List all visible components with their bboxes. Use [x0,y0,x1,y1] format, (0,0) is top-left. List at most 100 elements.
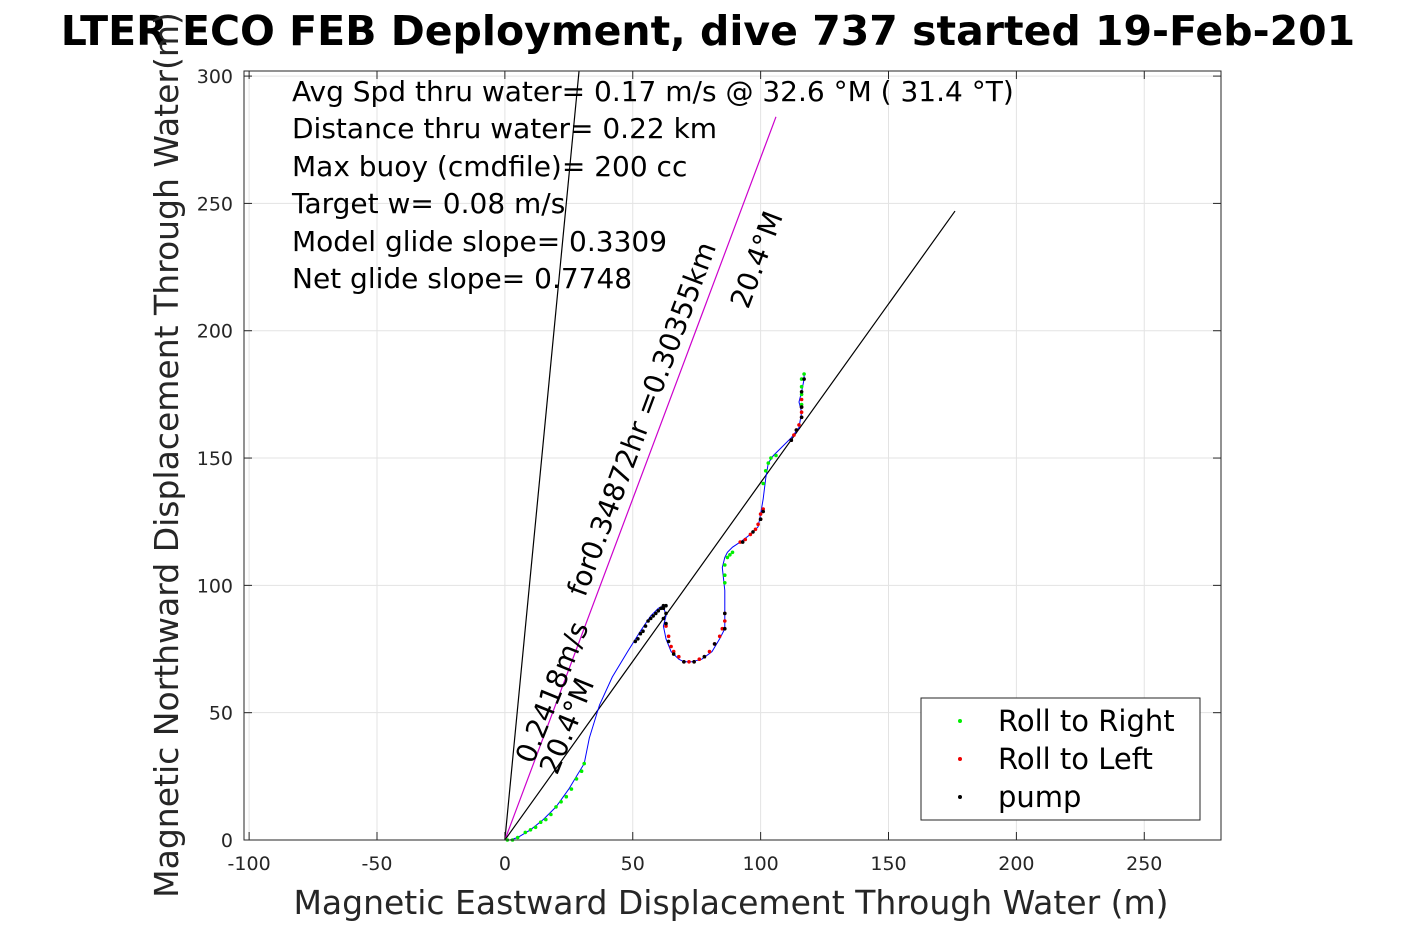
point-pump [641,629,645,633]
track-path [504,374,805,841]
point-pump [723,611,727,616]
point-pump [636,637,640,641]
point-roll-to-right [564,794,569,799]
point-roll-to-left [669,644,673,649]
steep-line [504,70,580,841]
point-roll-to-right [582,761,586,766]
x-tick-label: 250 [1126,853,1162,875]
point-roll-to-right [528,828,533,832]
point-roll-to-right [549,812,553,817]
point-pump [661,616,666,621]
point-pump [654,611,658,616]
point-pump [656,609,661,613]
point-roll-to-left [671,649,676,654]
info-line-distance: Distance thru water= 0.22 km [292,112,717,145]
point-pump [794,428,799,432]
point-roll-to-right [799,384,804,389]
y-tick-label: 250 [197,193,233,215]
point-pump [671,652,676,656]
legend-box [920,697,1201,821]
info-line-max-buoy: Max buoy (cmdfile)= 200 cc [292,150,687,183]
x-tick-label: 200 [998,853,1034,875]
point-roll-to-left [758,512,763,516]
point-roll-to-left [720,626,725,631]
x-tick-label: 0 [499,853,511,875]
y-tick-label: 0 [221,830,233,852]
point-roll-to-left [666,634,671,639]
point-pump [799,415,804,420]
point-pump [789,438,794,443]
point-roll-to-right [544,817,548,822]
point-roll-to-left [723,619,727,623]
point-pump [802,377,806,381]
data-points [505,372,806,842]
axis-ticks: -100 -50 0 50 100 150 200 250 0 50 100 150 200 250 300 [197,66,1221,875]
point-roll-to-right [763,469,768,473]
point-pump [661,606,666,611]
point-roll-to-left [664,624,668,628]
point-pump [646,619,650,623]
point-roll-to-right [515,835,520,840]
point-pump [692,660,696,664]
point-pump [638,631,643,636]
x-tick-label: 100 [743,853,779,875]
legend-label-pump: pump [998,780,1081,814]
point-roll-to-right [723,573,727,577]
point-pump [651,614,655,618]
point-roll-to-right [799,402,804,407]
legend-label-roll-right: Roll to Right [998,704,1175,738]
point-roll-to-right [574,777,579,781]
point-roll-to-right [730,550,735,555]
point-roll-to-left [756,522,760,527]
point-pump [799,405,804,409]
info-text-block: Avg Spd thru water= 0.17 m/s @ 32.6 °M (… [291,75,1014,295]
point-roll-to-left [743,537,748,542]
legend-marker-roll-left [958,757,962,761]
reference-lines [504,70,956,841]
point-roll-to-right [554,805,558,809]
point-roll-to-right [569,787,574,791]
net-line [504,210,956,841]
point-roll-to-left [761,507,765,511]
point-roll-to-left [717,634,722,639]
x-tick-label: -100 [228,853,271,875]
point-roll-to-right [761,481,765,486]
point-roll-to-left [687,660,691,664]
legend-marker-roll-right [958,719,962,723]
point-roll-to-left [799,410,804,415]
point-pump [712,642,717,646]
point-pump [723,626,727,631]
info-line-avg-speed: Avg Spd thru water= 0.17 m/s @ 32.6 °M (… [292,75,1014,108]
point-roll-to-right [559,800,563,804]
point-roll-to-right [728,553,732,557]
x-tick-label: 50 [621,853,645,875]
point-roll-to-right [774,453,778,458]
point-roll-to-left [753,527,758,532]
point-roll-to-left [738,540,742,544]
legend: Roll to Right Roll to Left pump [920,697,1201,821]
legend-label-roll-left: Roll to Left [998,742,1153,776]
point-pump [740,540,745,544]
point-roll-to-right [538,820,543,824]
plot-frame [243,70,1222,841]
point-pump [758,517,763,521]
point-pump [702,654,707,659]
x-tick-label: 150 [870,853,906,875]
point-roll-to-left [748,532,753,537]
y-tick-label: 200 [197,321,233,343]
point-roll-to-right [725,555,730,560]
info-line-target-w: Target w= 0.08 m/s [291,187,565,220]
point-roll-to-right [579,769,584,773]
point-roll-to-right [769,456,773,460]
point-pump [799,390,804,394]
x-axis-label: Magnetic Eastward Displacement Through W… [293,883,1168,922]
point-pump [661,603,666,608]
y-tick-label: 300 [197,66,233,88]
y-tick-label: 150 [197,448,233,470]
point-pump [664,603,668,608]
point-pump [664,621,668,626]
legend-marker-pump [958,795,962,799]
info-line-model-slope: Model glide slope= 0.3309 [292,225,667,258]
point-pump [761,509,765,514]
